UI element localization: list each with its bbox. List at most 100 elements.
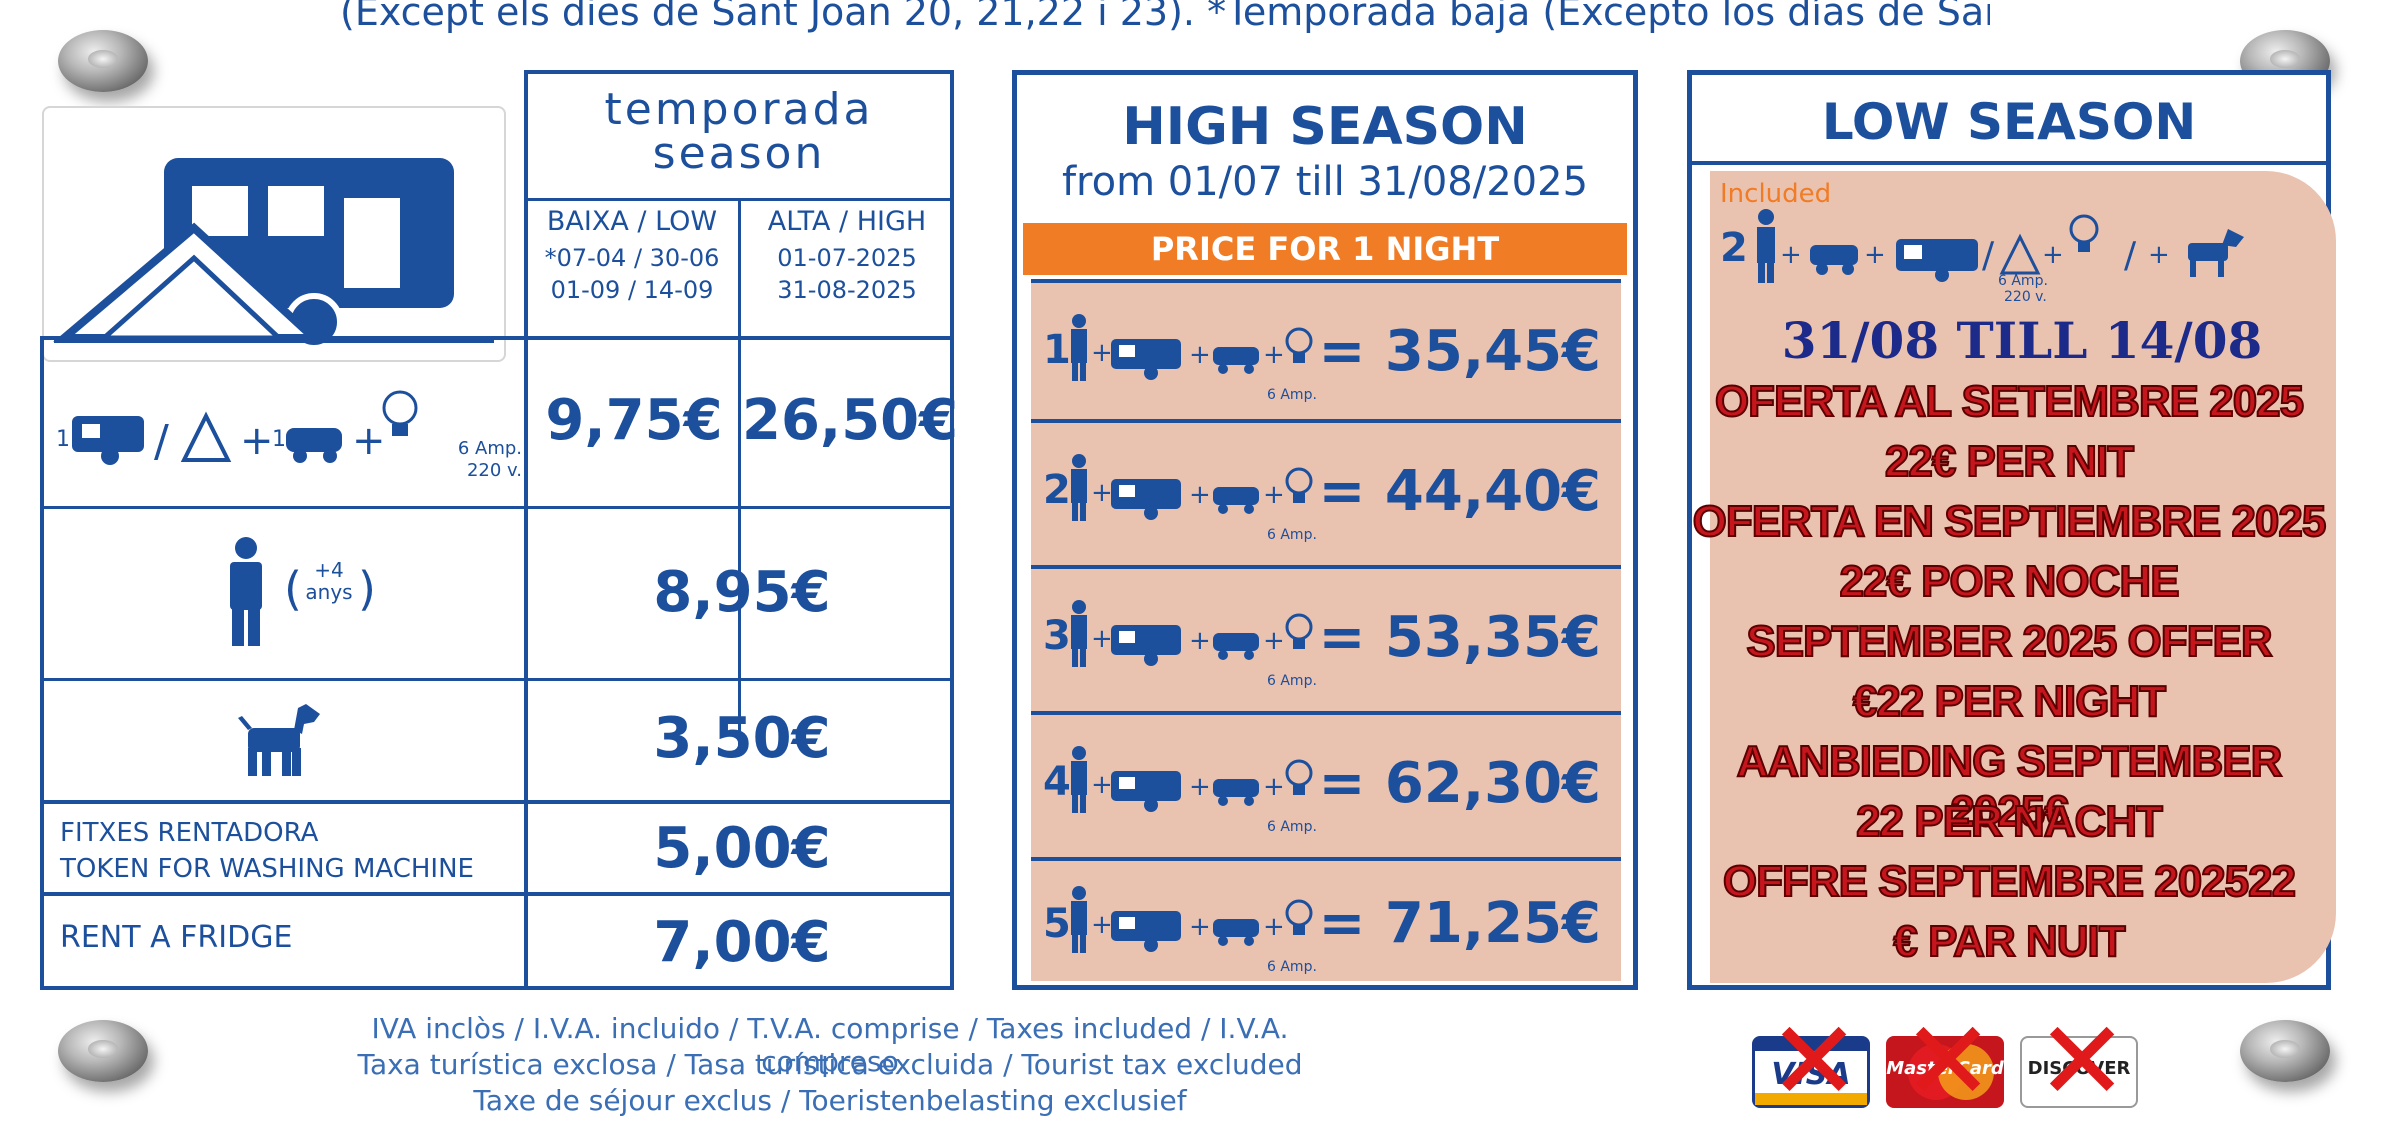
combo-icons: + + + — [1071, 600, 1313, 667]
svg-text:/: / — [154, 416, 169, 467]
amp-label: 6 Amp. — [457, 438, 522, 459]
rates-table: temporada season BAIXA / LOW *07-04 / 30… — [40, 70, 959, 990]
price-value: = 71,25€ — [1318, 891, 1601, 956]
svg-text:+: + — [1189, 772, 1211, 802]
included-icons: + + / + / + — [1757, 209, 2244, 283]
volt-label: 220 v. — [2004, 289, 2047, 305]
not-accepted-x-icon: ✕ — [1768, 997, 1861, 1125]
person-price: 8,95€ — [653, 560, 831, 625]
price-value: = 35,45€ — [1318, 319, 1601, 384]
svg-text:+: + — [1263, 912, 1285, 942]
amp-label: 6 Amp. — [1267, 819, 1317, 835]
mastercard-icon: MasterCard — [1886, 1036, 2004, 1108]
amp-label: 6 Amp. — [1267, 959, 1317, 975]
svg-text:1: 1 — [56, 427, 70, 452]
amp-label: 6 Amp. — [1267, 387, 1317, 403]
high-row-3: 3 + + + 6 Amp. = 53,35€ — [1031, 565, 1621, 711]
svg-text:+: + — [1780, 240, 1802, 270]
high-row-2: 2 + + + 6 Amp. = 44,40€ — [1031, 419, 1621, 565]
price-value: = 44,40€ — [1318, 459, 1601, 524]
age-note-top: +4 — [314, 558, 344, 582]
person-icon — [216, 536, 276, 646]
svg-text:+: + — [1263, 340, 1285, 370]
age-note-bottom: anys — [305, 580, 353, 604]
screw-icon — [58, 30, 148, 92]
svg-text:+: + — [352, 418, 386, 464]
dog-icon — [234, 700, 324, 780]
people-count: 2 — [1043, 467, 1071, 513]
caravan-tent-logo — [42, 106, 506, 362]
combo-icons: + + + — [1071, 314, 1313, 381]
discover-card-icon: DISCOVER — [2020, 1036, 2138, 1108]
dog-price: 3,50€ — [653, 706, 831, 771]
offer-line-7: AANBIEDING SEPTEMBER 2025€ — [1736, 736, 2284, 837]
svg-text:+: + — [1091, 624, 1113, 654]
combo-icons: + + + — [1071, 746, 1313, 813]
washing-label-en: TOKEN FOR WASHING MACHINE — [60, 854, 474, 884]
offer-line-8: 22 PER NACHT — [1855, 796, 2164, 847]
svg-text:+: + — [1091, 770, 1113, 800]
price-per-night-bar: PRICE FOR 1 NIGHT — [1023, 223, 1627, 275]
combo-icons: + + + — [1071, 454, 1313, 521]
volt-label: 220 v. — [466, 460, 522, 481]
svg-text:+: + — [240, 418, 274, 464]
svg-text:+: + — [2042, 240, 2064, 270]
svg-text:+: + — [1189, 340, 1211, 370]
top-note: (Except els dies de Sant Joan 20, 21,22 … — [340, 0, 1990, 34]
offer-line-5: SEPTEMBER 2025 OFFER — [1745, 616, 2273, 667]
discover-logo-text: DISCOVER — [2027, 1058, 2131, 1079]
not-accepted-x-icon: ✕ — [2036, 997, 2129, 1125]
people-count: 1 — [1043, 327, 1071, 373]
high-row-1: 1 + + + 6 Amp. = 35,45€ — [1031, 279, 1621, 419]
people-count: 3 — [1043, 613, 1071, 659]
low-season-label: BAIXA / LOW — [546, 206, 718, 237]
svg-text:+: + — [1263, 480, 1285, 510]
svg-text:+: + — [1189, 912, 1211, 942]
high-season-label: ALTA / HIGH — [767, 206, 927, 237]
high-dates-2: 31-08-2025 — [777, 276, 917, 304]
paren-close: ) — [358, 562, 376, 616]
svg-text:1: 1 — [272, 427, 286, 452]
screw-icon — [58, 1020, 148, 1082]
header-line1: temporada — [604, 84, 874, 135]
washing-price: 5,00€ — [653, 816, 831, 881]
svg-text:+: + — [1091, 910, 1113, 940]
footer-tourist-tax-fr-nl: Taxe de séjour exclus / Toeristenbelasti… — [473, 1084, 1187, 1117]
svg-text:/: / — [1982, 235, 1995, 276]
low-season-title: LOW SEASON — [1821, 93, 2197, 151]
high-season-panel: HIGH SEASON from 01/07 till 31/08/2025 P… — [1012, 70, 1638, 990]
visa-card-icon: VISA — [1752, 1036, 1870, 1108]
pitch-price-high: 26,50€ — [742, 388, 959, 453]
footer-taxes-included: IVA inclòs / I.V.A. incluido / T.V.A. co… — [371, 1012, 1289, 1078]
prices-body — [40, 336, 954, 990]
visa-logo-text: VISA — [1771, 1057, 1851, 1092]
not-accepted-x-icon: ✕ — [1902, 997, 1995, 1125]
offer-line-1: OFERTA AL SETEMBRE 2025 — [1714, 376, 2305, 427]
amp-label: 6 Amp. — [1267, 527, 1317, 543]
mastercard-logo-text: MasterCard — [1886, 1058, 2004, 1079]
price-value: = 53,35€ — [1318, 605, 1601, 670]
high-row-5: 5 + + + 6 Amp. = 71,25€ — [1031, 857, 1621, 981]
low-dates-1: *07-04 / 30-06 — [544, 244, 720, 272]
svg-text:+: + — [1263, 772, 1285, 802]
paren-open: ( — [284, 562, 302, 616]
svg-text:+: + — [1189, 480, 1211, 510]
svg-text:+: + — [1091, 338, 1113, 368]
offer-line-10: € PAR NUIT — [1892, 916, 2126, 967]
svg-text:+: + — [1189, 626, 1211, 656]
screw-icon — [2240, 1020, 2330, 1082]
high-season-dates: from 01/07 till 31/08/2025 — [1061, 159, 1589, 205]
offer-line-9: OFFRE SEPTEMBRE 202522 — [1722, 856, 2297, 907]
low-dates-2: 01-09 / 14-09 — [550, 276, 714, 304]
price-value: = 62,30€ — [1318, 751, 1601, 816]
high-season-title: HIGH SEASON — [1122, 97, 1528, 157]
pitch-icons: 1 / + 1 + — [50, 380, 520, 490]
offer-line-4: 22€ POR NOCHE — [1838, 556, 2180, 607]
amp-label: 6 Amp. — [1998, 273, 2048, 289]
people-count: 2 — [1720, 225, 1748, 271]
footer-tourist-tax: Taxa turística exclosa / Tasa turística … — [357, 1048, 1303, 1081]
low-season-panel: LOW SEASON Included 2 + + / + / + 6 Amp.… — [1687, 70, 2336, 990]
low-season-range: 31/08 TILL 14/08 — [1781, 311, 2263, 370]
svg-text:/: / — [2124, 235, 2137, 276]
offer-line-6: €22 PER NIGHT — [1852, 676, 2167, 727]
